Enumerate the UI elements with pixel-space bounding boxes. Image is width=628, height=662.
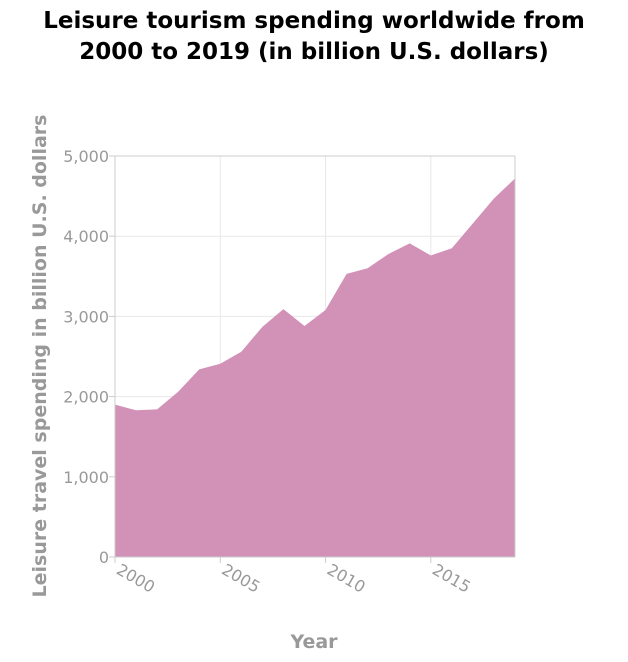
area-series bbox=[115, 178, 515, 557]
y-tick-label: 4,000 bbox=[63, 227, 109, 246]
chart-title-line-1: Leisure tourism spending worldwide from bbox=[43, 8, 585, 34]
y-tick-label: 5,000 bbox=[63, 147, 109, 166]
axes bbox=[109, 155, 516, 563]
x-tick-label: 2005 bbox=[219, 560, 264, 597]
x-tick-label: 2000 bbox=[113, 560, 158, 597]
y-tick-label: 1,000 bbox=[63, 468, 109, 487]
y-tick-label: 3,000 bbox=[63, 307, 109, 326]
chart-title-line-2: 2000 to 2019 (in billion U.S. dollars) bbox=[79, 39, 549, 65]
x-tick-label: 2015 bbox=[429, 560, 474, 597]
y-axis-title: Leisure travel spending in billion U.S. … bbox=[29, 115, 51, 598]
x-axis-title: Year bbox=[289, 631, 338, 653]
y-tick-label: 2,000 bbox=[63, 388, 109, 407]
y-tick-label: 0 bbox=[99, 548, 109, 567]
plot-area bbox=[115, 178, 515, 557]
x-tick-label: 2010 bbox=[324, 560, 369, 597]
